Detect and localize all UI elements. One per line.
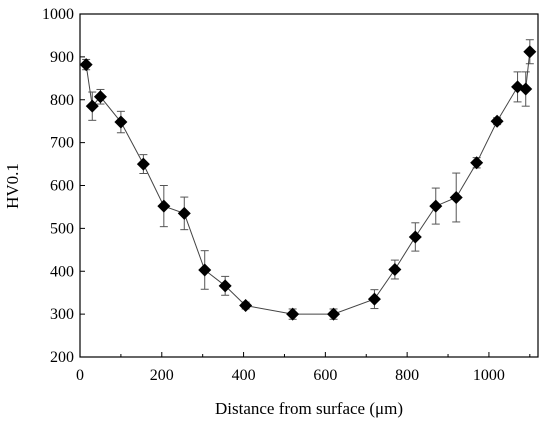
plot-area	[79, 13, 539, 358]
data-point	[523, 45, 537, 59]
y-axis-title: HV0.1	[3, 163, 22, 209]
y-tick-label: 700	[50, 135, 74, 152]
data-markers	[79, 45, 537, 321]
data-point	[177, 206, 191, 220]
data-point	[367, 292, 381, 306]
data-point	[327, 307, 341, 321]
data-point	[519, 82, 533, 96]
data-point	[198, 263, 212, 277]
data-point	[93, 90, 107, 104]
x-tick-label: 0	[76, 367, 84, 384]
error-bars	[82, 39, 534, 320]
data-point	[286, 307, 300, 321]
y-axis-ticks: 200 300 400 500 600 700 800 900 1000	[42, 6, 85, 366]
series-line	[85, 51, 531, 315]
data-point	[449, 191, 463, 205]
data-point	[218, 279, 232, 293]
data-point	[79, 58, 93, 72]
y-tick-label: 200	[50, 349, 74, 366]
y-tick-label: 600	[50, 178, 74, 195]
data-point	[388, 263, 402, 277]
x-tick-label: 200	[150, 367, 174, 384]
data-point	[239, 299, 253, 313]
y-tick-label: 900	[50, 49, 74, 66]
x-tick-label: 600	[313, 367, 337, 384]
x-tick-label: 1000	[473, 367, 505, 384]
y-tick-label: 400	[50, 263, 74, 280]
data-point	[157, 199, 171, 213]
x-tick-label: 800	[395, 367, 419, 384]
data-point	[490, 114, 504, 128]
data-point	[136, 157, 150, 171]
y-tick-label: 500	[50, 220, 74, 237]
plot-frame	[79, 13, 539, 358]
x-tick-label: 400	[232, 367, 256, 384]
x-axis-title: Distance from surface (μm)	[215, 399, 403, 418]
y-tick-label: 300	[50, 306, 74, 323]
data-point	[408, 230, 422, 244]
data-point	[85, 99, 99, 113]
data-point	[470, 156, 484, 170]
data-point	[429, 199, 443, 213]
x-axis-ticks: 0 200 400 600 800 1000	[76, 352, 531, 384]
y-tick-label: 1000	[42, 6, 74, 23]
data-point	[114, 115, 128, 129]
y-tick-label: 800	[50, 92, 74, 109]
